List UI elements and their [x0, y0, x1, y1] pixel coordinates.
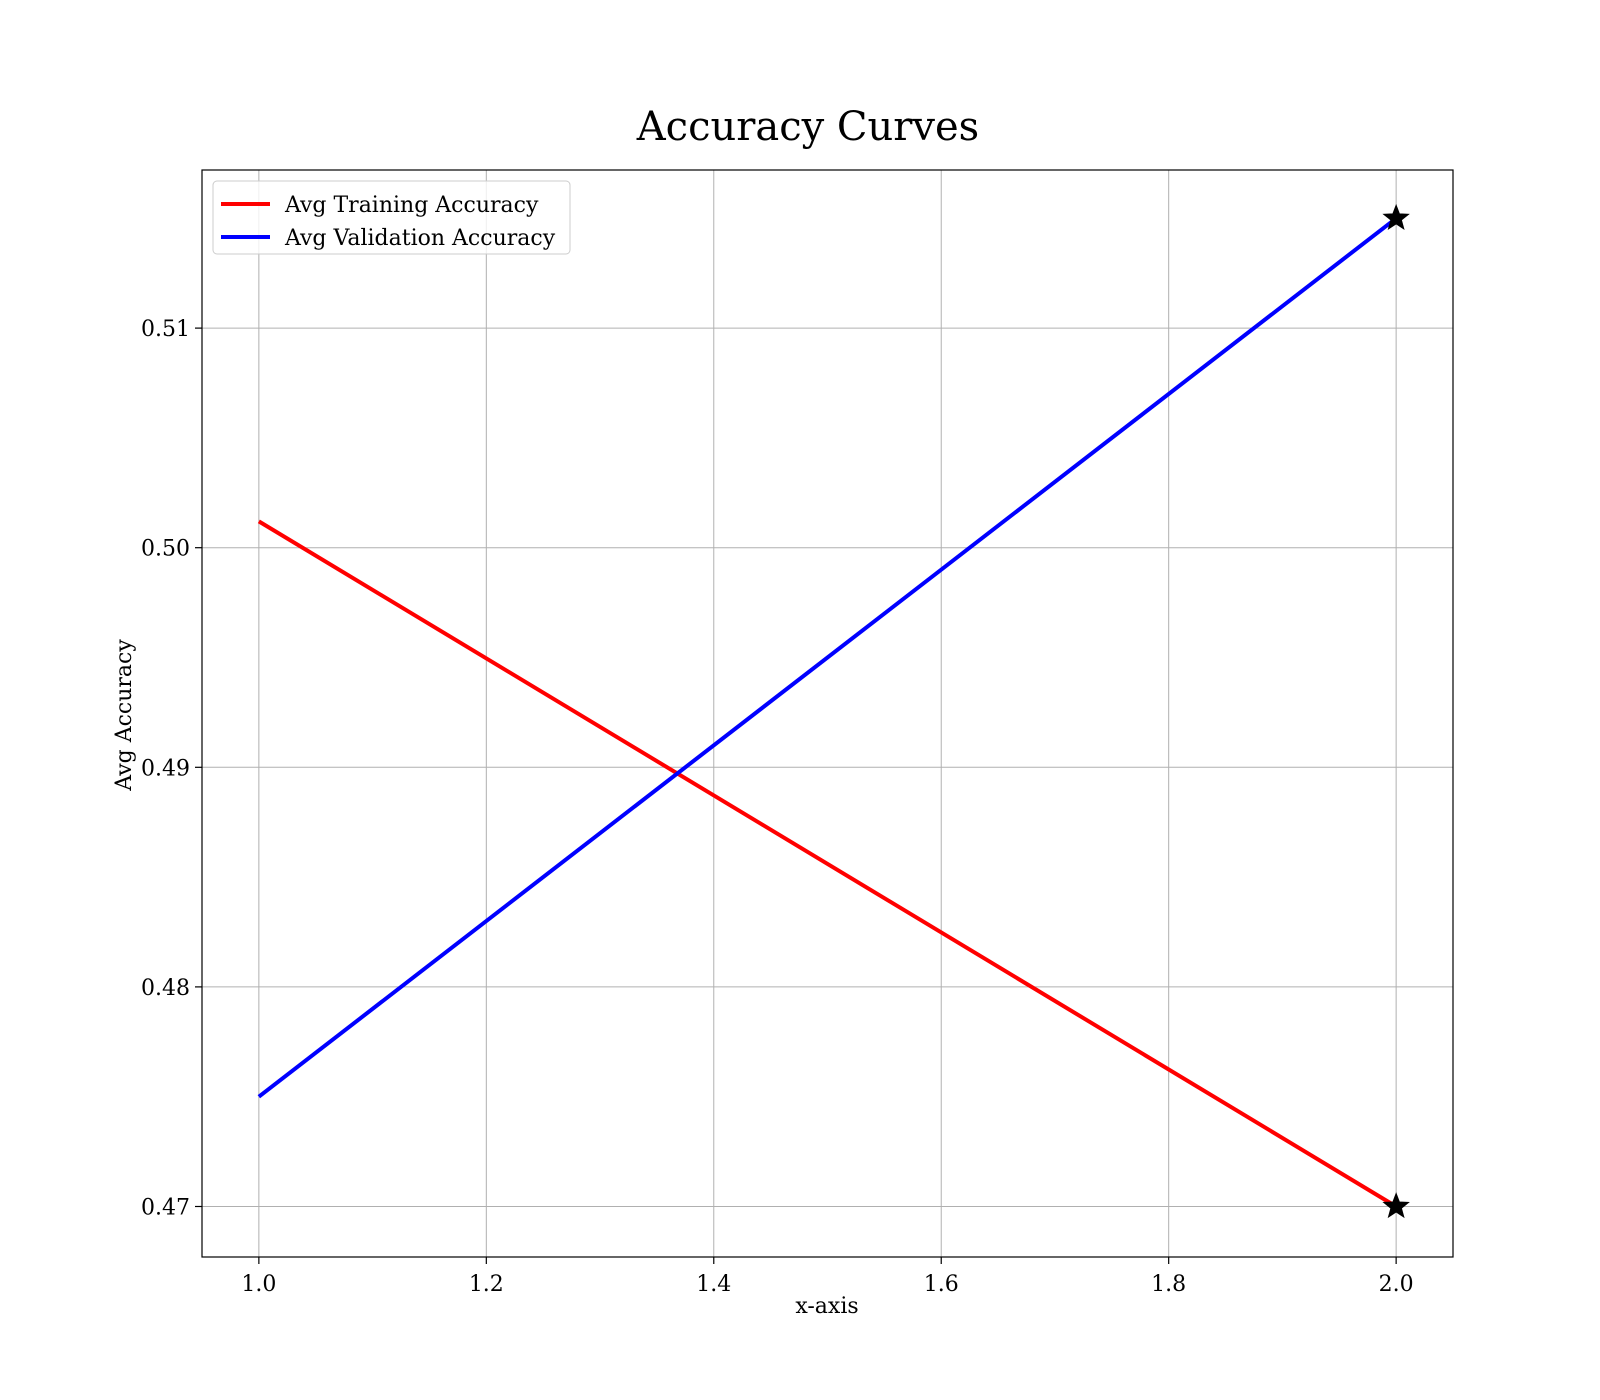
- x-tick-label: 1.2: [469, 1272, 504, 1297]
- y-tick-label: 0.50: [141, 537, 190, 562]
- y-tick-label: 0.51: [141, 317, 190, 342]
- legend: Avg Training Accuracy Avg Validation Accu…: [212, 180, 571, 255]
- x-tick-label: 1.0: [241, 1272, 276, 1297]
- x-axis-label: x-axis: [795, 1294, 858, 1319]
- plot-frame: [201, 169, 1454, 1258]
- x-tick-label: 2.0: [1379, 1272, 1414, 1297]
- y-tick-label: 0.47: [141, 1195, 190, 1220]
- grid-lines: [202, 170, 1453, 1257]
- y-axis-label: Avg Accuracy: [112, 639, 137, 792]
- series-line-0: [257, 519, 1398, 1209]
- x-tick-label: 1.8: [1151, 1272, 1186, 1297]
- legend-label-1: Avg Validation Accuracy: [284, 226, 556, 251]
- series-line-1: [257, 216, 1398, 1099]
- legend-box: [212, 180, 571, 255]
- star-marker: [1382, 203, 1410, 230]
- x-axis-ticks: 1.0 1.2 1.4 1.6 1.8 2.0: [241, 1257, 1414, 1297]
- x-tick-label: 1.4: [696, 1272, 731, 1297]
- series-lines: [257, 216, 1398, 1209]
- star-marker: [1382, 1192, 1410, 1219]
- chart-title: Accuracy Curves: [636, 104, 979, 150]
- y-tick-label: 0.49: [141, 756, 190, 781]
- series-markers: [1382, 203, 1410, 1219]
- y-axis-ticks: 0.47 0.48 0.49 0.50 0.51: [141, 317, 202, 1220]
- legend-label-0: Avg Training Accuracy: [284, 193, 539, 218]
- y-tick-label: 0.48: [141, 976, 190, 1001]
- x-tick-label: 1.6: [924, 1272, 959, 1297]
